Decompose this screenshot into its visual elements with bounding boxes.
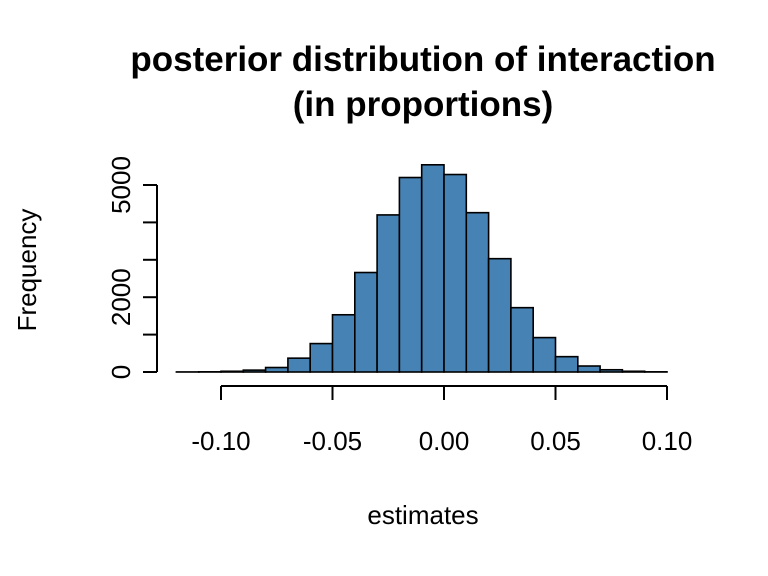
histogram-bar [576, 365, 601, 373]
y-tick-label: 0 [106, 365, 136, 379]
y-axis-label: Frequency [12, 209, 42, 332]
x-tick-label: 0.05 [530, 426, 581, 456]
chart-title-line2: (in proportions) [293, 85, 554, 124]
x-axis-label: estimates [367, 500, 478, 530]
histogram-bar [376, 214, 401, 373]
y-axis: 0 2000 5000 [106, 156, 158, 379]
chart-title-line1: posterior distribution of interaction [130, 40, 715, 79]
histogram-bar [398, 176, 423, 373]
histogram-bar [220, 370, 245, 373]
histogram-bar [309, 342, 334, 373]
histogram-bar [487, 257, 512, 373]
histogram-bar [242, 369, 267, 373]
y-tick-label: 2000 [106, 268, 136, 326]
x-tick-label: 0.00 [419, 426, 470, 456]
histogram-bar [554, 355, 579, 373]
histogram-bar [287, 357, 311, 373]
histogram-bar [599, 368, 624, 373]
histogram-bar [353, 271, 378, 373]
histogram-bar [264, 366, 289, 373]
histogram-bars [175, 164, 668, 373]
x-tick-label: 0.10 [642, 426, 693, 456]
histogram-bar [510, 306, 534, 373]
histogram-bar [621, 370, 646, 373]
x-tick-label: -0.05 [303, 426, 362, 456]
histogram-bar [465, 211, 490, 373]
histogram-bar [532, 336, 557, 373]
x-axis: -0.10 -0.05 0.00 0.05 0.10 [191, 385, 693, 456]
x-tick-label: -0.10 [191, 426, 250, 456]
histogram-bar [443, 173, 468, 373]
histogram-bar [420, 164, 445, 373]
y-tick-label: 5000 [106, 156, 136, 214]
histogram-bar [331, 313, 356, 373]
